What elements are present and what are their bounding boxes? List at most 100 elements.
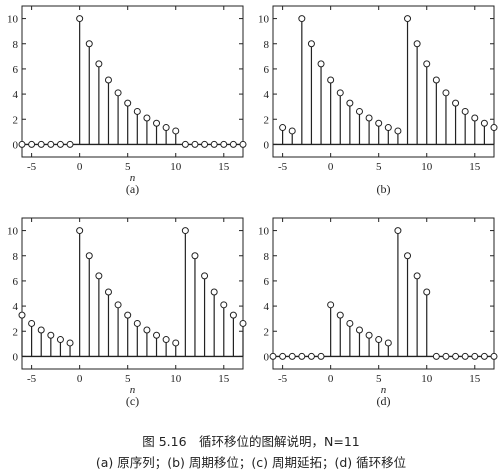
- y-tick-label: 10: [258, 226, 270, 238]
- y-tick-label: 4: [13, 89, 19, 101]
- stem-marker: [133, 107, 141, 115]
- panel-label: (b): [377, 182, 391, 196]
- stem-marker: [191, 252, 199, 260]
- x-axis-label: n: [130, 384, 136, 396]
- stem-marker: [279, 124, 287, 132]
- stem-marker: [384, 124, 392, 132]
- y-tick-label: 6: [264, 64, 270, 76]
- stem-marker: [442, 352, 450, 360]
- stem-marker: [490, 124, 498, 132]
- stem-marker: [432, 352, 440, 360]
- stem-marker: [85, 252, 93, 260]
- stem-marker: [298, 352, 306, 360]
- x-tick-label: 10: [421, 161, 433, 173]
- plot-frame: [272, 217, 495, 370]
- stem-marker: [404, 252, 412, 260]
- panel-b: -5 0 5 10 15 0 2 4 6 8 10 (b): [258, 5, 498, 196]
- x-axis-label: n: [381, 384, 387, 396]
- stem-marker: [461, 107, 469, 115]
- plot-frame: [21, 217, 244, 370]
- plot-frame: [272, 5, 495, 158]
- stem-marker: [394, 127, 402, 135]
- y-tick-label: 6: [264, 276, 270, 288]
- stem-marker: [365, 331, 373, 339]
- y-tick-label: 6: [13, 64, 19, 76]
- stem-marker: [104, 76, 112, 84]
- stem-marker: [239, 140, 247, 148]
- stem-marker: [307, 352, 315, 360]
- stem-marker: [95, 60, 103, 68]
- x-tick-label: 5: [125, 373, 131, 385]
- stem-marker: [442, 89, 450, 97]
- figure-caption-title: 图 5.16 循环移位的图解说明，N=11: [142, 434, 360, 449]
- stem-marker: [191, 140, 199, 148]
- stem-marker: [452, 99, 460, 107]
- stem-marker: [288, 127, 296, 135]
- stem-marker: [346, 319, 354, 327]
- y-tick-label: 10: [7, 226, 19, 238]
- x-tick-label: 0: [328, 161, 334, 173]
- panel-label: (a): [126, 182, 139, 196]
- stem-marker: [85, 40, 93, 48]
- stem-marker: [114, 89, 122, 97]
- y-tick-label: 10: [7, 14, 19, 26]
- x-tick-label: -5: [27, 161, 37, 173]
- stem-marker: [461, 352, 469, 360]
- stem-marker: [210, 288, 218, 296]
- stem-marker: [124, 311, 132, 319]
- panel-c: -5 0 5 10 15 0 2 4 6 8 10 n(c): [7, 217, 247, 408]
- stem-marker: [104, 288, 112, 296]
- y-tick-label: 4: [264, 301, 270, 313]
- stem-marker: [269, 352, 277, 360]
- stem-marker: [76, 15, 84, 23]
- y-tick-label: 4: [264, 89, 270, 101]
- y-tick-label: 0: [264, 351, 270, 363]
- stem-marker: [307, 40, 315, 48]
- x-tick-label: -5: [27, 373, 37, 385]
- stem-marker: [413, 40, 421, 48]
- x-tick-label: -5: [278, 161, 288, 173]
- x-tick-label: 10: [421, 373, 433, 385]
- figure-caption-subtitle: (a) 原序列；(b) 周期移位；(c) 周期延拓；(d) 循环移位: [95, 455, 407, 470]
- y-tick-label: 0: [13, 139, 19, 151]
- stem-marker: [480, 119, 488, 127]
- stem-marker: [66, 339, 74, 347]
- stem-marker: [47, 331, 55, 339]
- stem-marker: [279, 352, 287, 360]
- stem-marker: [153, 119, 161, 127]
- stem-marker: [37, 326, 45, 334]
- stem-marker: [56, 336, 64, 344]
- y-tick-label: 8: [13, 251, 19, 263]
- stem-marker: [181, 140, 189, 148]
- stem-marker: [37, 140, 45, 148]
- x-tick-label: 0: [77, 161, 83, 173]
- stem-marker: [480, 352, 488, 360]
- panel-label: (c): [126, 394, 139, 408]
- stem-marker: [220, 301, 228, 309]
- panel-d: -5 0 5 10 15 0 2 4 6 8 10 n(d): [258, 217, 498, 408]
- y-tick-label: 8: [264, 39, 270, 51]
- stem-marker: [336, 89, 344, 97]
- stem-marker: [288, 352, 296, 360]
- x-tick-label: 15: [218, 373, 230, 385]
- stem-marker: [471, 352, 479, 360]
- y-tick-label: 2: [264, 326, 270, 338]
- stem-marker: [172, 339, 180, 347]
- stem-marker: [143, 326, 151, 334]
- y-tick-label: 0: [13, 351, 19, 363]
- stem-marker: [153, 331, 161, 339]
- stem-marker: [375, 119, 383, 127]
- y-tick-label: 8: [264, 251, 270, 263]
- y-tick-label: 2: [13, 326, 19, 338]
- panel-a: -5 0 5 10 15 0 2 4 6 8 10 n(a): [7, 5, 247, 196]
- stem-marker: [201, 140, 209, 148]
- stem-marker: [404, 15, 412, 23]
- stem-marker: [375, 336, 383, 344]
- stem-marker: [162, 124, 170, 132]
- stem-marker: [114, 301, 122, 309]
- stem-marker: [355, 107, 363, 115]
- stem-marker: [143, 114, 151, 122]
- stem-marker: [18, 311, 26, 319]
- stem-marker: [413, 272, 421, 280]
